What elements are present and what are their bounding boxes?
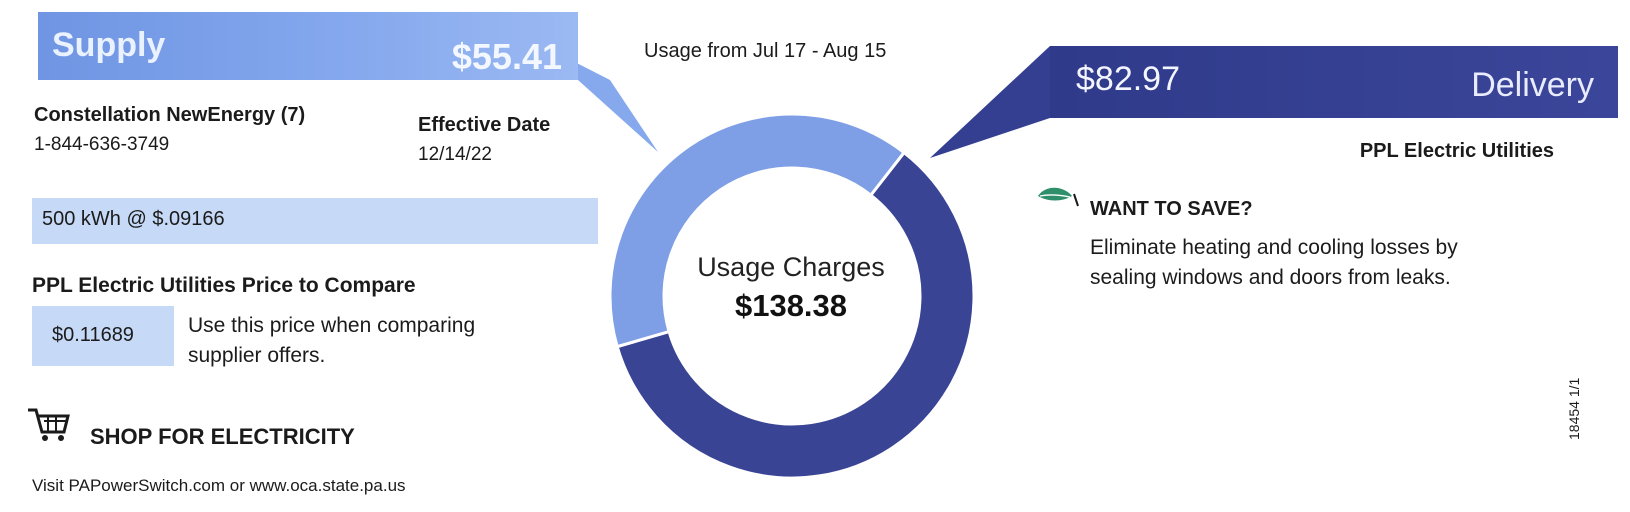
usage-period: Usage from Jul 17 - Aug 15 xyxy=(644,40,887,62)
usage-charges-total: $138.38 xyxy=(734,288,848,323)
usage-charges-label: Usage Charges xyxy=(697,252,885,282)
effective-date-label: Effective Date xyxy=(418,114,551,136)
supply-banner: Supply $55.41 xyxy=(38,12,578,80)
supplier-phone: 1-844-636-3749 xyxy=(34,134,170,155)
delivery-connector xyxy=(930,46,1050,158)
shopping-cart-icon xyxy=(28,408,70,441)
save-tip-line2: sealing windows and doors from leaks. xyxy=(1090,266,1451,289)
price-to-compare-box: $0.11689 xyxy=(32,306,174,366)
rate-box: 500 kWh @ $.09166 xyxy=(32,198,598,244)
delivery-utility-name: PPL Electric Utilities xyxy=(1359,140,1554,162)
donut-segment-supply xyxy=(608,112,907,349)
save-tip-line1: Eliminate heating and cooling losses by xyxy=(1090,236,1458,259)
donut-segment-delivery xyxy=(615,150,976,480)
price-to-compare-heading: PPL Electric Utilities Price to Compare xyxy=(32,274,416,297)
shop-heading: SHOP FOR ELECTRICITY xyxy=(90,424,355,449)
save-tip-heading: WANT TO SAVE? xyxy=(1090,198,1253,220)
delivery-amount: $82.97 xyxy=(1076,60,1180,98)
shop-link-text[interactable]: Visit PAPowerSwitch.com or www.oca.state… xyxy=(32,476,406,495)
ptc-note-line2: supplier offers. xyxy=(188,344,326,367)
supply-amount: $55.41 xyxy=(451,36,562,77)
price-to-compare-value: $0.11689 xyxy=(52,324,134,346)
delivery-banner: $82.97 Delivery xyxy=(1050,46,1618,118)
rate-text: 500 kWh @ $.09166 xyxy=(42,208,225,230)
effective-date: 12/14/22 xyxy=(418,144,492,165)
side-code: 18454 1/1 xyxy=(1566,377,1582,440)
delivery-label: Delivery xyxy=(1471,66,1594,104)
usage-donut-chart xyxy=(608,112,976,480)
leaf-icon xyxy=(1038,187,1079,207)
supply-label: Supply xyxy=(52,26,166,64)
supplier-name: Constellation NewEnergy (7) xyxy=(34,104,306,126)
ptc-note-line1: Use this price when comparing xyxy=(188,314,476,337)
